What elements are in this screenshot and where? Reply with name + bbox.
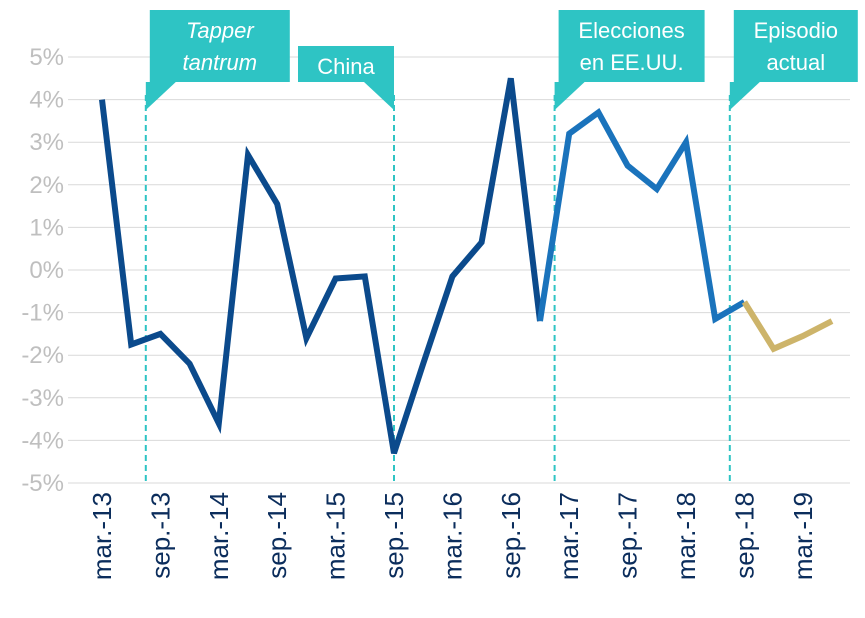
x-tick-label: mar.-15 bbox=[321, 492, 351, 580]
callout-box bbox=[149, 10, 290, 82]
event-label: Episodio bbox=[754, 18, 838, 43]
callout-pointer bbox=[364, 82, 394, 110]
y-tick-label: 5% bbox=[29, 44, 64, 71]
event-label: Tapper bbox=[186, 18, 255, 43]
y-tick-label: -4% bbox=[21, 427, 64, 454]
callout-box bbox=[298, 46, 394, 82]
y-tick-label: -2% bbox=[21, 342, 64, 369]
callout-box bbox=[733, 10, 858, 82]
callout-pointer bbox=[729, 82, 760, 110]
x-tick-label: sep.-15 bbox=[379, 492, 409, 579]
callout-box bbox=[558, 10, 705, 82]
x-tick-label: mar.-18 bbox=[671, 492, 701, 580]
event-label: China bbox=[317, 54, 375, 79]
y-tick-label: 1% bbox=[29, 214, 64, 241]
x-tick-label: mar.-17 bbox=[554, 492, 584, 580]
event-label: tantrum bbox=[183, 50, 258, 75]
y-tick-label: 0% bbox=[29, 257, 64, 284]
x-tick-label: mar.-16 bbox=[437, 492, 467, 580]
y-tick-label: -1% bbox=[21, 300, 64, 327]
x-tick-label: mar.-13 bbox=[87, 492, 117, 580]
callout-pointer bbox=[554, 82, 585, 110]
x-tick-label: sep.-17 bbox=[613, 492, 643, 579]
x-tick-label: mar.-14 bbox=[204, 492, 234, 580]
event-label: actual bbox=[766, 50, 825, 75]
series-line-2 bbox=[741, 300, 834, 353]
y-tick-label: -3% bbox=[21, 385, 64, 412]
series-line-1 bbox=[537, 107, 746, 324]
x-tick-label: mar.-19 bbox=[788, 492, 818, 580]
y-tick-label: 4% bbox=[29, 87, 64, 114]
y-tick-label: 3% bbox=[29, 129, 64, 156]
x-tick-label: sep.-16 bbox=[496, 492, 526, 579]
series-line-0 bbox=[99, 77, 543, 455]
event-label: Elecciones bbox=[578, 18, 684, 43]
callout-pointer bbox=[145, 82, 176, 110]
x-tick-label: sep.-18 bbox=[729, 492, 759, 579]
event-label: en EE.UU. bbox=[580, 50, 684, 75]
y-tick-label: 2% bbox=[29, 172, 64, 199]
x-tick-label: sep.-14 bbox=[262, 492, 292, 579]
x-tick-label: sep.-13 bbox=[145, 492, 175, 579]
y-tick-label: -5% bbox=[21, 470, 64, 497]
